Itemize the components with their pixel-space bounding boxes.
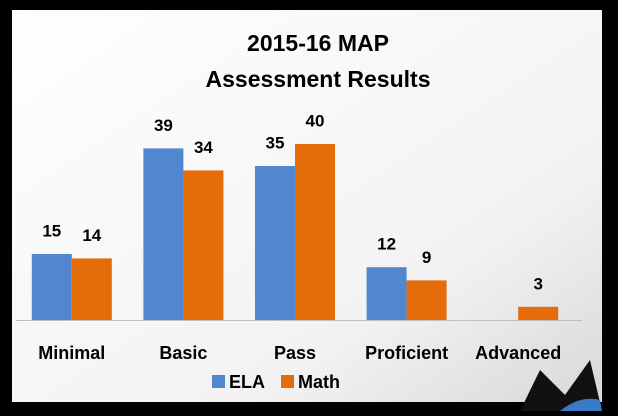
x-tick-label: Advanced (475, 343, 561, 363)
data-label: 3 (533, 274, 542, 293)
legend-swatch (281, 375, 294, 388)
legend-swatch (212, 375, 225, 388)
bar (518, 307, 558, 320)
bar (295, 144, 335, 320)
chart-title: 2015-16 MAP (247, 30, 389, 56)
bar (255, 166, 295, 320)
data-label: 40 (306, 111, 325, 130)
page: 2015-16 MAP Assessment Results Minimal 15… (0, 0, 618, 411)
legend-label: ELA (229, 372, 265, 392)
data-label: 35 (266, 133, 285, 152)
x-tick-label: Proficient (365, 343, 448, 363)
bar (407, 280, 447, 320)
bar (32, 254, 72, 320)
data-label: 15 (42, 221, 61, 240)
data-label: 12 (377, 235, 396, 254)
x-tick-label: Pass (274, 343, 316, 363)
data-label: 14 (82, 226, 101, 245)
x-tick-label: Basic (159, 343, 207, 363)
bar (183, 170, 223, 320)
chart-subtitle: Assessment Results (206, 66, 431, 92)
x-tick-label: Minimal (38, 343, 105, 363)
bar (143, 148, 183, 320)
legend-label: Math (298, 372, 340, 392)
chart: 2015-16 MAP Assessment Results Minimal 15… (0, 0, 618, 411)
data-label: 9 (422, 248, 431, 267)
data-label: 34 (194, 138, 213, 157)
bar (72, 258, 112, 320)
data-label: 39 (154, 116, 173, 135)
bar (367, 267, 407, 320)
